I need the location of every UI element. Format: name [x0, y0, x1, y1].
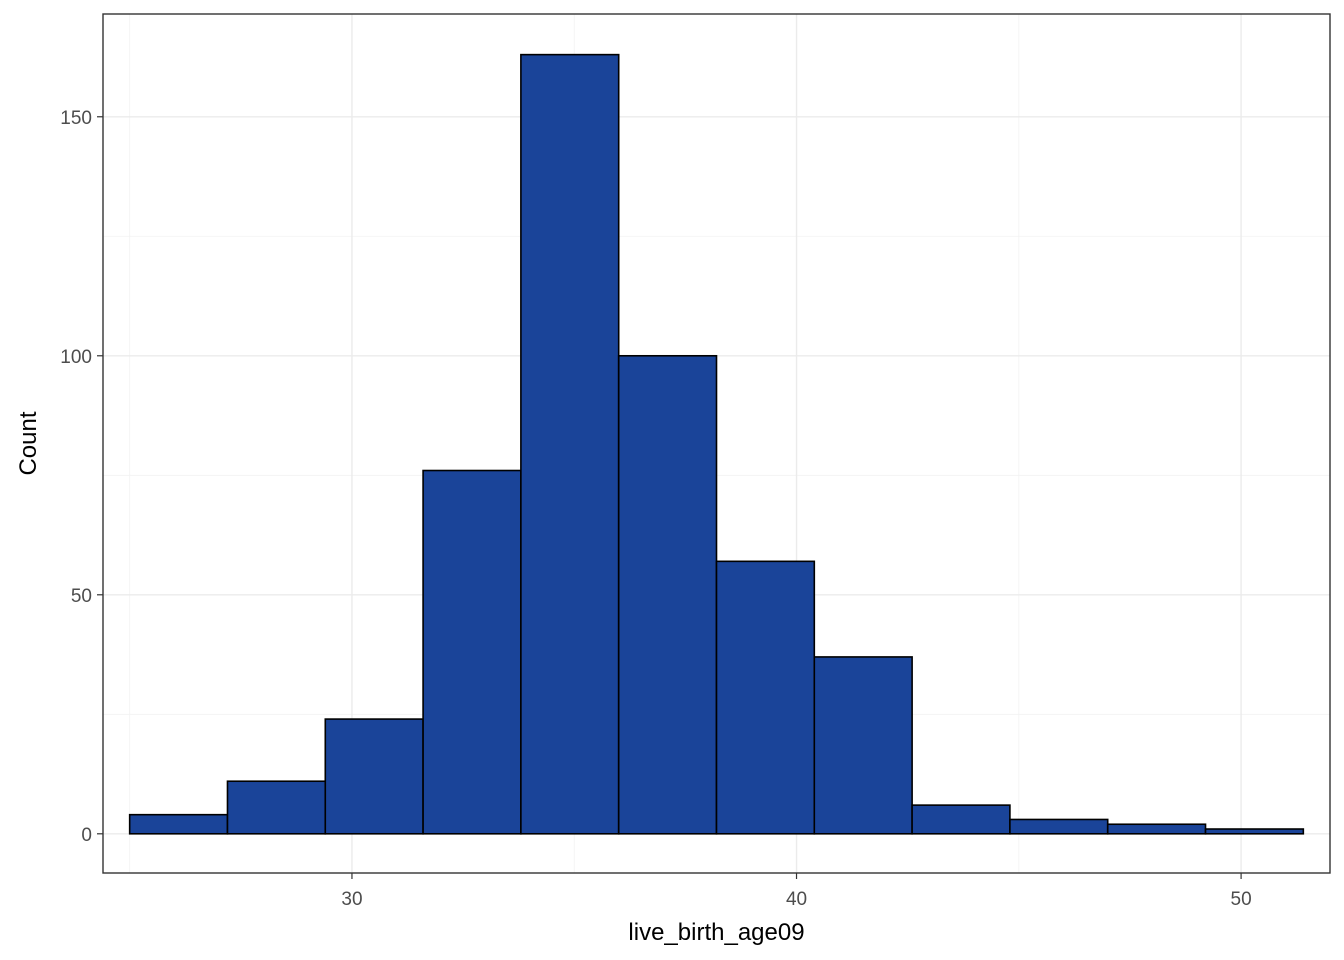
histogram-bar [715, 560, 816, 835]
y-axis-tick-labels: 0 50 100 150 [60, 108, 92, 846]
histogram-bar [911, 804, 1011, 835]
y-tick-label: 0 [81, 825, 92, 846]
histogram-bar [1106, 823, 1207, 835]
y-tick-label: 100 [60, 347, 92, 368]
x-tick-label: 40 [786, 889, 807, 910]
y-tick-label: 50 [71, 586, 92, 607]
histogram-bar [1009, 818, 1109, 835]
histogram-bar [617, 354, 718, 835]
axis-ticks [97, 116, 1242, 879]
x-tick-label: 50 [1231, 889, 1252, 910]
histogram-bar [128, 813, 229, 835]
y-axis-title: Count [15, 411, 42, 475]
x-axis-title: live_birth_age09 [628, 919, 804, 946]
histogram-bar [324, 718, 424, 835]
histogram-bar [226, 780, 327, 835]
plot-panel-border [102, 13, 1331, 874]
histogram-bar [422, 469, 522, 835]
histogram-bar [1204, 828, 1305, 835]
histogram-bars [128, 53, 1305, 835]
y-tick-label: 150 [60, 108, 92, 129]
x-tick-label: 30 [341, 889, 362, 910]
histogram-bar [520, 53, 620, 835]
x-axis-tick-labels: 30 40 50 [341, 889, 1251, 910]
histogram-bar [813, 656, 913, 835]
